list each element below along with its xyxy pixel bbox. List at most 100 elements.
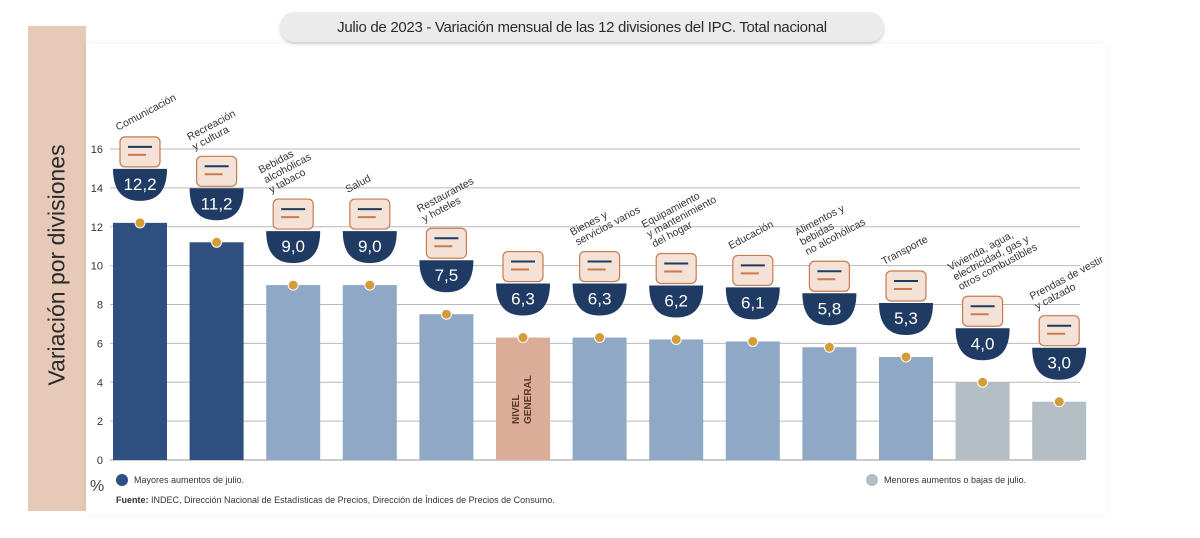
legend-dot-light: [866, 474, 878, 486]
category-label: Bienes yservicios varios: [568, 194, 642, 248]
bar: [725, 341, 780, 460]
value-badge: [189, 188, 244, 221]
bar: [496, 337, 550, 460]
bar-group: 3,0 Prendas de vestiry calzado: [1028, 253, 1111, 460]
y-tick-label: 10: [91, 261, 103, 273]
value-label: 9,0: [281, 237, 305, 256]
bread-icon: [808, 260, 851, 292]
basket-icon: [502, 250, 544, 283]
y-tick-label: 8: [97, 300, 103, 312]
source-prefix: Fuente:: [116, 495, 149, 505]
bar: [1032, 401, 1087, 460]
value-marker: [517, 332, 529, 344]
legend-dot-dark: [116, 474, 128, 486]
value-marker: [977, 376, 989, 388]
bar-group: 6,3 Bienes yservicios varios: [568, 194, 642, 460]
value-marker: [1053, 396, 1065, 408]
category-label: Equipamientoy mantenimientodel hogar: [640, 184, 724, 250]
legend-low-label: Menores aumentos o bajas de julio.: [884, 475, 1027, 485]
value-badge: [955, 328, 1010, 361]
value-marker: [440, 308, 452, 320]
value-marker: [287, 279, 299, 291]
value-marker: [900, 351, 912, 363]
value-badge: [496, 283, 550, 316]
bar: [342, 285, 397, 460]
bar-group: 6,1 Educación: [725, 218, 780, 460]
y-tick-label: 12: [91, 222, 103, 234]
bar-inner-label-line: GENERAL: [523, 375, 534, 424]
y-tick-label: 4: [97, 377, 103, 389]
washer-icon: [655, 252, 697, 285]
bread-icon-shape: [808, 260, 851, 292]
category-label: Transporte: [880, 233, 930, 267]
value-label: 6,1: [741, 293, 765, 312]
bar-group: 9,0 Salud: [342, 172, 397, 460]
bar: [955, 382, 1010, 460]
value-badge: [649, 285, 704, 318]
category-label-line: Transporte: [880, 233, 930, 267]
phone-icon: [119, 136, 161, 168]
value-marker: [134, 217, 146, 229]
plate-icon: [425, 227, 467, 259]
basket-icon-shape: [502, 250, 544, 283]
value-label: 6,2: [664, 291, 688, 310]
value-marker: [670, 333, 682, 345]
umbrella-icon: [196, 155, 238, 187]
scissors-icon-shape: [578, 250, 621, 283]
bar: [802, 347, 857, 460]
bar: [572, 337, 627, 460]
bar: [189, 242, 244, 460]
phone-icon-shape: [119, 136, 161, 168]
value-marker: [364, 279, 376, 291]
category-label-line: Salud: [344, 172, 373, 195]
category-label: Comunicación: [114, 92, 179, 134]
bar-inner-label-line: NIVEL: [511, 395, 522, 424]
bar-group: 4,0 Vivienda, agua,electricidad, gas yotr…: [946, 222, 1039, 460]
bar: [113, 222, 167, 460]
bar-group: 6,2 Equipamientoy mantenimientodel hogar: [640, 184, 724, 460]
legend-high: Mayores aumentos de julio.: [116, 474, 244, 486]
bar-group: 7,5 Restaurantesy hoteles: [415, 175, 476, 460]
first-aid-icon: [349, 198, 391, 230]
bar-inner-label: NIVELGENERAL: [511, 375, 534, 424]
plate-icon-shape: [425, 227, 467, 259]
category-label: Salud: [344, 172, 373, 195]
value-marker: [594, 332, 606, 344]
value-marker: [823, 341, 835, 353]
value-label: 12,2: [123, 175, 156, 194]
y-tick-label: 2: [97, 416, 103, 428]
bar-group: 6,3 NIVELGENERAL: [496, 250, 550, 460]
bar: [649, 339, 704, 460]
bus-icon: [885, 270, 927, 302]
value-badge: [1032, 347, 1087, 380]
category-label: Vivienda, agua,electricidad, gas yotros …: [946, 222, 1039, 293]
value-label: 6,3: [588, 290, 612, 309]
side-panel: [28, 26, 86, 511]
shirt-icon-shape: [1038, 315, 1080, 347]
value-label: 6,3: [511, 290, 535, 309]
value-badge: [725, 287, 780, 320]
value-marker: [211, 236, 223, 248]
scissors-icon: [578, 250, 621, 283]
value-badge: [266, 231, 321, 264]
bar-group: 5,3 Transporte: [879, 233, 933, 460]
category-label: Educación: [727, 218, 776, 252]
y-tick-label: 16: [91, 144, 103, 156]
shirt-icon: [1038, 315, 1080, 347]
legend-high-label: Mayores aumentos de julio.: [134, 475, 245, 485]
y-tick-label: 6: [97, 338, 103, 350]
value-marker: [747, 335, 759, 347]
value-label: 7,5: [435, 266, 459, 285]
source-note: Fuente: INDEC, Dirección Nacional de Est…: [116, 495, 555, 505]
value-badge: [802, 293, 857, 326]
bar: [879, 356, 933, 460]
category-label: Prendas de vestiry calzado: [1028, 253, 1111, 312]
bar-group: 5,8 Alimentos ybebidasno alcohólicas: [793, 202, 868, 460]
value-badge: [879, 302, 933, 335]
umbrella-icon-shape: [196, 155, 238, 187]
washer-icon-shape: [655, 252, 697, 285]
bar: [419, 314, 474, 460]
bar-group: 12,2 Comunicación: [113, 92, 178, 460]
chart-title: Julio de 2023 - Variación mensual de las…: [280, 12, 884, 42]
